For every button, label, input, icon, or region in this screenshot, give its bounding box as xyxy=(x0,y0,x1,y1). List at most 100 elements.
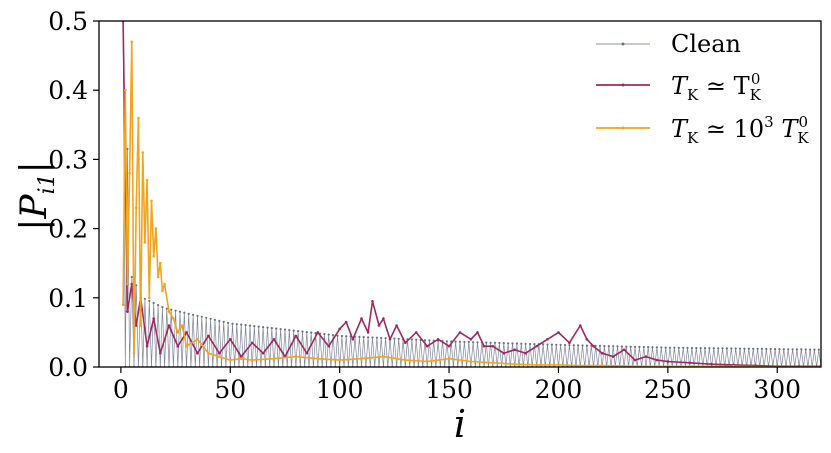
series-point-tk xyxy=(585,338,589,341)
series-point-tk-1e3 xyxy=(196,338,199,341)
series-point-clean xyxy=(677,346,680,349)
series-point-clean xyxy=(651,346,654,349)
series-point-tk-1e3 xyxy=(207,351,210,355)
series-point-clean xyxy=(196,314,199,317)
series-point-tk-1e3 xyxy=(229,358,232,362)
series-point-tk xyxy=(207,334,210,338)
series-point-tk xyxy=(579,324,582,327)
series-line-tk xyxy=(122,21,821,367)
series-point-clean xyxy=(717,347,720,350)
series-point-tk xyxy=(414,331,418,334)
series-point-clean xyxy=(550,343,554,346)
series-point-clean xyxy=(485,341,488,344)
series-point-clean xyxy=(336,334,339,337)
x-tick-label: 250 xyxy=(644,375,692,404)
series-point-clean xyxy=(616,345,619,348)
y-tick-label: 0.0 xyxy=(48,353,88,382)
series-point-tk xyxy=(382,317,385,320)
series-point-tk xyxy=(126,310,129,313)
series-point-clean xyxy=(161,306,164,309)
series-layer xyxy=(121,21,821,367)
series-point-clean xyxy=(209,317,212,320)
series-point-clean xyxy=(323,333,326,336)
series-point-clean xyxy=(791,348,794,351)
x-axis-label: i xyxy=(454,402,466,446)
series-point-tk xyxy=(600,351,604,355)
series-point-tk xyxy=(633,358,637,362)
series-point-clean xyxy=(213,318,217,321)
series-point-tk xyxy=(316,331,320,334)
series-point-clean xyxy=(594,344,597,347)
series-point-tk xyxy=(176,344,180,348)
series-point-clean xyxy=(809,348,812,351)
y-tick-label: 0.5 xyxy=(48,7,88,36)
series-point-tk xyxy=(377,324,381,327)
legend-entry-tk-1e3: TK ≃ 103 TK0 xyxy=(596,113,809,147)
series-line-clean xyxy=(122,21,821,367)
series-point-clean xyxy=(257,325,260,328)
series-point-clean xyxy=(410,338,413,341)
series-point-clean xyxy=(253,325,256,328)
series-point-clean xyxy=(629,345,632,348)
series-point-clean xyxy=(397,337,400,340)
series-point-clean xyxy=(332,334,335,337)
y-axis-label: |Pi1| xyxy=(14,161,60,231)
series-point-clean xyxy=(520,342,523,345)
series-point-clean xyxy=(489,341,492,344)
series-point-tk xyxy=(447,344,451,348)
series-point-clean xyxy=(603,344,606,348)
series-point-clean xyxy=(270,327,273,330)
series-point-tk xyxy=(688,361,691,365)
series-point-clean xyxy=(152,301,155,305)
series-point-clean xyxy=(655,346,659,349)
series-point-tk-1e3 xyxy=(535,363,538,367)
series-point-clean xyxy=(598,344,602,347)
series-point-clean xyxy=(800,348,803,351)
series-point-tk xyxy=(482,344,486,348)
series-point-tk-1e3 xyxy=(176,331,180,334)
series-point-clean xyxy=(782,348,785,351)
series-point-clean xyxy=(712,347,715,350)
series-point-tk-1e3 xyxy=(180,324,184,327)
series-point-tk-1e3 xyxy=(338,358,342,362)
y-axis-label-sub: i1 xyxy=(35,173,60,194)
y-tick-label: 0.2 xyxy=(48,215,88,244)
series-point-tk xyxy=(196,351,199,355)
series-point-clean xyxy=(555,343,558,346)
series-point-tk xyxy=(305,351,309,355)
series-point-clean xyxy=(301,330,304,333)
series-point-tk xyxy=(261,351,265,355)
series-point-tk-1e3 xyxy=(134,206,138,210)
series-point-clean xyxy=(577,344,580,347)
y-axis-label-close: | xyxy=(14,161,55,173)
series-point-tk-1e3 xyxy=(124,88,127,92)
series-point-clean xyxy=(454,340,457,343)
series-point-clean xyxy=(585,344,589,347)
y-axis-label-main: |P xyxy=(14,194,55,231)
legend-marker-tk xyxy=(621,83,625,87)
series-point-tk xyxy=(366,331,370,334)
series-point-tk-1e3 xyxy=(152,254,155,258)
series-point-clean xyxy=(472,341,475,344)
series-point-clean xyxy=(467,340,470,344)
series-point-tk-1e3 xyxy=(154,227,158,230)
series-point-tk xyxy=(351,338,355,341)
series-point-clean xyxy=(682,346,685,349)
series-point-clean xyxy=(721,347,724,350)
series-point-clean xyxy=(476,341,479,344)
series-point-tk xyxy=(436,338,440,341)
series-point-tk-1e3 xyxy=(382,355,385,358)
series-point-tk-1e3 xyxy=(139,324,142,327)
series-point-tk-1e3 xyxy=(447,357,451,361)
series-point-clean xyxy=(612,345,615,348)
series-point-tk xyxy=(546,338,549,341)
legend-entry-tk: TK ≃ TK0 xyxy=(596,70,762,104)
series-point-clean xyxy=(240,323,243,326)
series-point-clean xyxy=(625,345,628,348)
series-point-clean xyxy=(178,310,182,313)
series-point-tk-1e3 xyxy=(161,289,164,293)
series-point-clean xyxy=(327,333,330,336)
series-point-clean xyxy=(546,343,549,346)
x-tick-label: 150 xyxy=(425,375,473,404)
